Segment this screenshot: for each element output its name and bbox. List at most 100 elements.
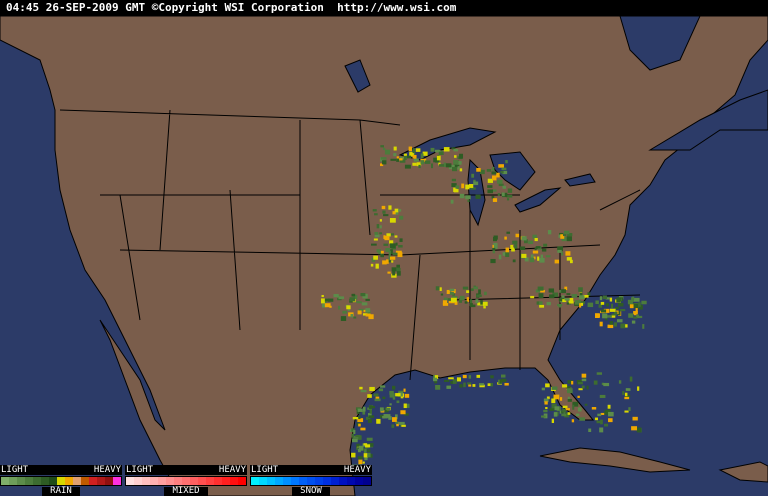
radar-echo xyxy=(490,375,494,379)
radar-echo xyxy=(361,302,368,306)
radar-echo xyxy=(450,199,454,204)
radar-echo xyxy=(587,292,591,296)
radar-echo xyxy=(476,167,481,172)
radar-echo xyxy=(464,301,468,304)
radar-echo xyxy=(324,303,331,308)
radar-echo xyxy=(379,407,384,412)
radar-echo xyxy=(321,298,325,304)
legend-rain-colorbar xyxy=(0,476,122,486)
legend-swatch xyxy=(158,477,166,485)
radar-echo xyxy=(578,382,583,385)
radar-echo xyxy=(501,167,507,171)
radar-echo xyxy=(455,185,460,189)
radar-echo xyxy=(458,297,463,303)
radar-echo xyxy=(435,286,440,291)
radar-echo xyxy=(557,249,562,253)
legend-swatch xyxy=(214,477,222,485)
radar-echo xyxy=(528,240,534,245)
radar-echo xyxy=(579,303,582,308)
radar-echo xyxy=(603,382,610,387)
radar-echo xyxy=(499,379,502,384)
radar-echo xyxy=(392,385,396,390)
radar-echo xyxy=(473,181,479,186)
radar-echo xyxy=(446,289,451,294)
radar-echo xyxy=(392,270,396,276)
radar-echo xyxy=(430,147,435,152)
legend-swatch xyxy=(363,477,371,485)
radar-echo xyxy=(367,452,371,458)
radar-echo xyxy=(605,317,608,321)
radar-echo xyxy=(443,297,448,301)
radar-echo xyxy=(548,288,555,293)
radar-echo xyxy=(473,286,478,290)
radar-echo xyxy=(504,236,507,240)
radar-echo xyxy=(353,316,357,319)
radar-echo xyxy=(457,166,460,170)
radar-echo xyxy=(510,244,514,250)
radar-echo xyxy=(536,301,542,305)
legend-swatch xyxy=(339,477,347,485)
lakes xyxy=(344,16,768,227)
legend-rain-light: LIGHT xyxy=(1,465,29,475)
radar-map xyxy=(0,16,768,496)
radar-echo xyxy=(521,253,527,258)
radar-echo xyxy=(390,249,393,254)
radar-echo xyxy=(505,160,508,164)
radar-echo xyxy=(378,388,384,392)
legend-swatch xyxy=(307,477,315,485)
radar-echo xyxy=(595,313,600,318)
radar-echo xyxy=(606,315,612,318)
radar-echo xyxy=(566,386,571,390)
radar-echo xyxy=(367,419,372,423)
legend-swatch xyxy=(299,477,307,485)
radar-echo xyxy=(559,397,563,401)
radar-echo xyxy=(543,398,549,403)
radar-echo xyxy=(628,407,631,411)
state-borders xyxy=(59,109,641,381)
radar-echo xyxy=(451,147,456,150)
radar-echo xyxy=(594,417,598,421)
radar-echo xyxy=(551,398,556,404)
radar-echo xyxy=(470,187,476,190)
radar-echo xyxy=(605,297,610,300)
radar-echo xyxy=(538,293,544,299)
radar-echo xyxy=(388,205,392,210)
radar-echo xyxy=(581,385,585,389)
radar-echo xyxy=(539,257,545,263)
radar-echo xyxy=(492,175,497,181)
lake-ontario xyxy=(564,173,596,187)
legend-swatch xyxy=(355,477,363,485)
legend-rain-label: RAIN xyxy=(42,487,80,496)
radar-echo xyxy=(368,413,372,418)
radar-echo xyxy=(363,453,369,458)
legend-snow-heavy: HEAVY xyxy=(343,465,371,475)
radar-echo xyxy=(616,319,623,323)
radar-echo xyxy=(391,267,397,272)
radar-echo xyxy=(365,310,371,316)
radar-echo xyxy=(580,302,584,306)
radar-echo xyxy=(482,301,488,306)
radar-echo xyxy=(438,151,444,155)
radar-echo xyxy=(394,235,398,238)
legend-swatch xyxy=(134,477,142,485)
radar-echo xyxy=(618,302,624,307)
radar-echo xyxy=(433,157,439,163)
radar-echo xyxy=(564,286,568,290)
radar-echo xyxy=(398,158,403,161)
radar-echo xyxy=(374,398,381,402)
legend-swatch xyxy=(97,477,105,485)
radar-echo xyxy=(466,290,470,294)
radar-echo xyxy=(321,303,327,308)
radar-echo xyxy=(371,243,377,246)
radar-echo xyxy=(395,421,399,424)
radar-echo xyxy=(373,255,378,260)
radar-echo xyxy=(373,393,379,397)
radar-echo xyxy=(382,160,387,165)
radar-echo xyxy=(408,146,412,152)
radar-echo xyxy=(451,166,458,172)
legend-rain: LIGHT HEAVY RAIN xyxy=(0,465,122,496)
radar-echo xyxy=(602,295,607,300)
radar-echo xyxy=(351,428,355,432)
radar-echo xyxy=(554,406,560,411)
legend-swatch xyxy=(49,477,57,485)
